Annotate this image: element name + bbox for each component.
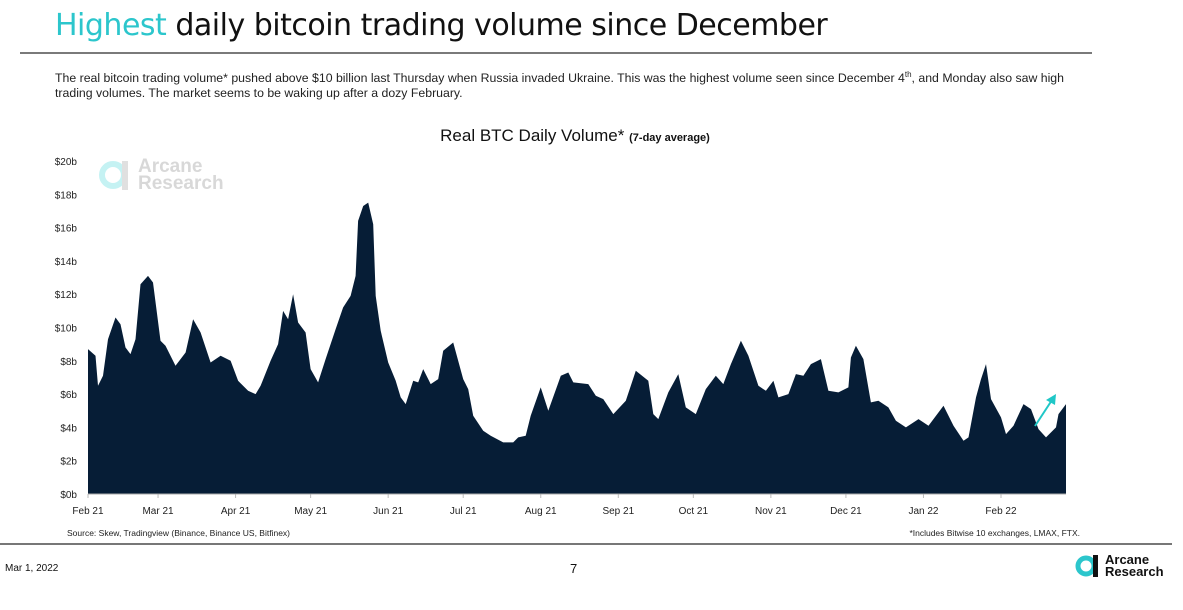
x-tick-label: Mar 21 (142, 506, 174, 517)
watermark-logo: Arcane Research (98, 156, 224, 194)
x-tick-label: Aug 21 (525, 506, 557, 517)
arcane-research-logo: Arcane Research (1075, 553, 1164, 579)
y-tick-label: $2b (60, 457, 77, 468)
arrow-head (1046, 394, 1056, 405)
y-tick-label: $18b (55, 190, 78, 201)
footer-divider (0, 543, 1172, 545)
title-rest: daily bitcoin trading volume since Decem… (166, 8, 828, 43)
arcane-logo-icon (1075, 555, 1098, 577)
title-highlight: Highest (55, 8, 167, 43)
x-tick-label: Jul 21 (450, 506, 477, 517)
arcane-logo-icon (99, 161, 128, 190)
description-paragraph: The real bitcoin trading volume* pushed … (55, 67, 1095, 101)
watermark-text: Research (138, 173, 224, 194)
y-tick-label: $14b (55, 257, 78, 268)
x-tick-label: Jan 22 (908, 506, 938, 517)
logo-text: Arcane (1105, 552, 1150, 567)
chart-subtitle: (7-day average) (629, 132, 710, 144)
page-number: 7 (570, 561, 578, 576)
paragraph-part: , and Monday also saw high trading volum… (55, 71, 1064, 101)
y-axis: $0b $2b $4b $6b $8b $10b $12b $14b $16b $18b $20b (55, 157, 78, 501)
page-title: Highest daily bitcoin trading volume sin… (55, 8, 828, 43)
y-tick-label: $4b (60, 423, 77, 434)
y-tick-label: $10b (55, 324, 78, 335)
y-tick-label: $12b (55, 290, 78, 301)
x-tick-label: Apr 21 (221, 506, 251, 517)
volume-area (88, 202, 1066, 494)
x-tick-label: Sep 21 (602, 506, 634, 517)
paragraph-superscript: th (904, 70, 912, 79)
source-note: Source: Skew, Tradingview (Binance, Bina… (67, 528, 290, 538)
upward-arrow-icon (1034, 394, 1056, 427)
logo-text: Research (1105, 564, 1164, 579)
chart-title: Real BTC Daily Volume* (7-day average) (0, 126, 1150, 146)
y-tick-label: $0b (60, 490, 77, 501)
x-axis: Feb 21 Mar 21 Apr 21 May 21 Jun 21 Jul 21 Aug … (72, 494, 1017, 517)
title-divider (20, 52, 1092, 54)
x-tick-label: May 21 (294, 506, 327, 517)
x-tick-label: Nov 21 (755, 506, 787, 517)
x-tick-label: Oct 21 (679, 506, 709, 517)
x-tick-label: Jun 21 (373, 506, 403, 517)
y-tick-label: $6b (60, 390, 77, 401)
footer-date: Mar 1, 2022 (5, 563, 59, 574)
watermark-text: Arcane (138, 156, 203, 177)
x-tick-label: Feb 22 (985, 506, 1017, 517)
chart-title-main: Real BTC Daily Volume* (440, 126, 625, 145)
arrow-shaft (1034, 399, 1053, 427)
paragraph-part: The real bitcoin trading volume* pushed … (55, 71, 905, 86)
x-tick-label: Feb 21 (72, 506, 104, 517)
x-tick-label: Dec 21 (830, 506, 862, 517)
y-tick-label: $16b (55, 224, 78, 235)
y-tick-label: $8b (60, 357, 77, 368)
y-tick-label: $20b (55, 157, 78, 168)
footnote: *Includes Bitwise 10 exchanges, LMAX, FT… (909, 528, 1080, 538)
